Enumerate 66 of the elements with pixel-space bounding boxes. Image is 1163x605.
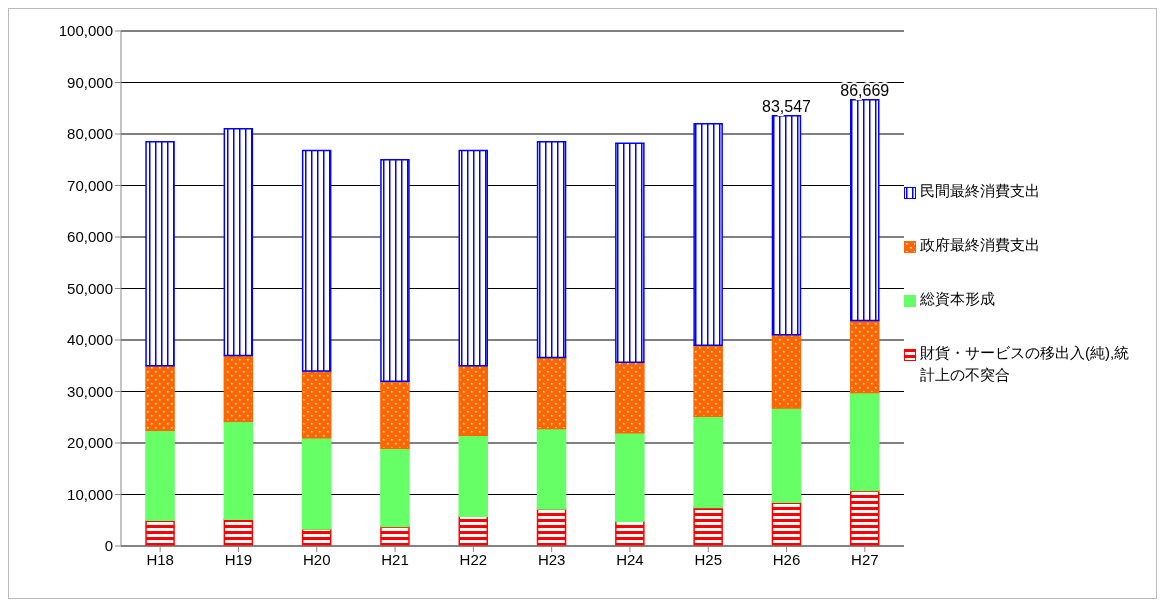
legend-label: 財貨・サービスの移出入(純),統計上の不突合 xyxy=(920,342,1131,385)
bar xyxy=(693,344,723,417)
bar xyxy=(615,142,645,363)
y-tick-label: 50,000 xyxy=(67,279,113,297)
legend-label: 民間最終消費支出 xyxy=(920,180,1040,201)
x-tick-label: H25 xyxy=(694,550,723,568)
bar xyxy=(223,420,254,520)
bar xyxy=(145,140,175,367)
bar xyxy=(301,437,332,530)
bar xyxy=(145,429,175,521)
bar xyxy=(145,519,175,546)
y-tick-label: 30,000 xyxy=(67,382,113,400)
bar xyxy=(615,520,645,546)
bar xyxy=(850,391,880,492)
bar xyxy=(771,407,802,503)
total-label: 86,669 xyxy=(840,81,890,99)
y-tick-label: 10,000 xyxy=(67,485,113,503)
y-tick-label: 60,000 xyxy=(67,228,113,246)
y-tick-label: 70,000 xyxy=(67,176,113,194)
legend-label: 政府最終消費支出 xyxy=(920,234,1040,255)
bar xyxy=(458,515,489,546)
bar xyxy=(693,506,723,546)
y-tick-label: 90,000 xyxy=(67,73,113,91)
y-tick-label: 40,000 xyxy=(67,331,113,349)
bar xyxy=(771,334,802,409)
bar xyxy=(536,140,567,359)
bar xyxy=(536,427,567,510)
bar xyxy=(223,354,254,423)
bar xyxy=(458,149,489,367)
bar xyxy=(380,159,410,382)
bar xyxy=(693,415,723,509)
y-tick-label: 100,000 xyxy=(58,22,113,40)
y-tick-label: 0 xyxy=(104,537,113,555)
bar xyxy=(301,370,332,439)
bar xyxy=(145,365,175,431)
bar xyxy=(223,128,254,357)
total-label: 83,547 xyxy=(761,97,812,115)
bar xyxy=(771,114,802,336)
x-tick-label: H23 xyxy=(537,550,566,568)
bar xyxy=(380,447,410,528)
bar xyxy=(536,356,567,430)
x-tick-label: H19 xyxy=(224,550,253,568)
bar xyxy=(223,518,254,546)
bar xyxy=(850,489,880,546)
bar xyxy=(458,365,489,437)
bar xyxy=(380,380,410,449)
bar xyxy=(458,434,489,517)
bar xyxy=(615,431,645,523)
bar xyxy=(380,525,410,546)
legend-label: 総資本形成 xyxy=(920,288,995,309)
bar xyxy=(536,508,567,546)
bar xyxy=(850,98,880,322)
bar xyxy=(615,361,645,434)
x-tick-label: H22 xyxy=(459,550,488,568)
x-tick-label: H26 xyxy=(772,550,801,568)
bar xyxy=(693,122,723,346)
y-tick-label: 20,000 xyxy=(67,434,113,452)
bar xyxy=(850,319,880,394)
x-tick-label: H20 xyxy=(302,550,331,568)
y-tick-label: 80,000 xyxy=(67,125,113,143)
bar xyxy=(771,501,802,546)
x-tick-label: H27 xyxy=(851,550,879,568)
x-tick-label: H24 xyxy=(616,550,644,568)
bar xyxy=(301,149,332,372)
x-tick-label: H18 xyxy=(146,550,174,568)
x-tick-label: H21 xyxy=(381,550,409,568)
